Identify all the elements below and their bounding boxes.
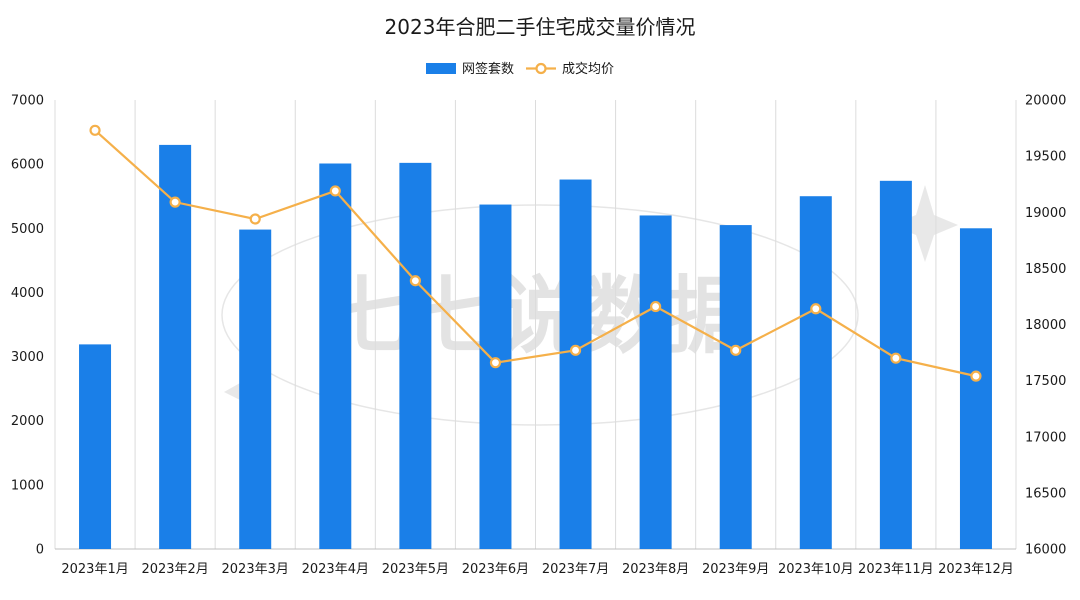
y-left-tick-label: 7000 [11,94,44,109]
line-point [409,275,421,287]
bar [959,228,992,550]
bar [879,180,912,549]
x-tick-label: 2023年11月 [858,562,934,577]
bar [79,344,112,549]
legend-bar-swatch [426,63,456,74]
x-tick-label: 2023年2月 [141,562,208,577]
y-left-tick-label: 0 [36,543,44,558]
watermark-ellipse [221,204,859,426]
bar [559,179,592,549]
y-right-tick-label: 18500 [1025,262,1066,277]
x-tick-label: 2023年8月 [622,562,689,577]
bar [319,163,352,549]
x-tick-label: 2023年7月 [542,562,609,577]
y-left-tick-label: 2000 [11,414,44,429]
chart-title: 2023年合肥二手住宅成交量价情况 [385,15,696,39]
line-point [730,344,742,356]
line-point [89,124,101,136]
gridlines [54,100,1017,550]
y-left-tick-label: 3000 [11,350,44,365]
legend-item-bars[interactable]: 网签套数 [426,61,514,77]
y-left-tick-label: 1000 [11,478,44,493]
line-point [650,300,662,313]
bar [479,204,512,549]
y-right-tick-label: 19000 [1025,206,1066,221]
bar [719,225,752,550]
y-right-tick-label: 18000 [1025,318,1066,333]
x-tick-label: 2023年3月 [222,562,289,577]
x-tick-label: 2023年10月 [778,562,854,577]
line-point [329,185,341,197]
legend-line-marker [535,62,547,75]
bar [159,144,192,549]
line-point [569,344,582,356]
bar [399,162,432,550]
line-point [970,370,982,382]
legend-bar-label: 网签套数 [462,61,514,77]
bar-series [79,144,992,550]
legend-item-line[interactable]: 成交均价 [526,61,614,77]
legend-line-label: 成交均价 [562,61,614,77]
line-point [489,357,502,369]
y-right-tick-label: 19500 [1025,150,1066,165]
y-axis-right: 16000 16500 17000 17500 18000 18500 19000 19500… [1025,94,1066,558]
line-path [94,129,977,378]
y-right-tick-label: 17000 [1025,430,1066,445]
x-tick-label: 2023年9月 [702,562,769,577]
line-point [890,352,902,364]
x-tick-label: 2023年5月 [382,562,449,577]
sparkle-icon [892,185,958,262]
y-right-tick-label: 20000 [1025,94,1066,109]
bar [639,215,672,549]
y-right-tick-label: 16500 [1025,486,1066,501]
line-point [249,213,261,225]
legend: 网签套数 成交均价 [426,61,614,77]
y-left-tick-label: 5000 [11,222,44,237]
line-point [169,196,181,208]
x-tick-label: 2023年12月 [938,562,1014,577]
x-tick-label: 2023年6月 [462,562,529,577]
line-series [89,124,982,382]
bar [799,196,832,549]
y-left-tick-label: 4000 [11,286,44,301]
y-left-tick-label: 6000 [11,158,44,173]
x-tick-label: 2023年4月 [302,562,369,577]
y-axis-left: 0 1000 2000 3000 4000 5000 6000 7000 [11,94,44,558]
y-right-tick-label: 16000 [1025,543,1066,558]
line-point [810,303,822,315]
watermark-text: 七七说数据 [330,267,750,365]
y-right-tick-label: 17500 [1025,374,1066,389]
bar [239,229,272,549]
x-axis: 2023年1月 2023年2月 2023年3月 2023年4月 2023年5月 2023年… [61,562,1013,577]
x-tick-label: 2023年1月 [61,562,128,577]
